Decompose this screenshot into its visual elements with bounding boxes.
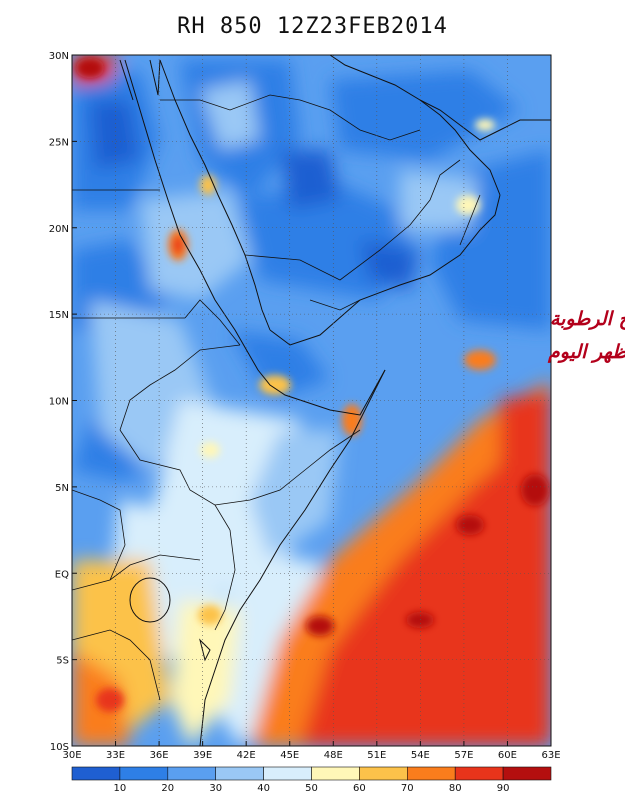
x-tick-label: 39E	[193, 750, 212, 761]
colorbar-swatch	[454, 766, 504, 781]
y-tick-label: 5N	[55, 483, 69, 494]
y-tick-label: 10N	[49, 397, 69, 408]
colorbar-swatch	[502, 766, 552, 781]
colorbar	[71, 766, 552, 781]
colorbar-swatch	[71, 766, 121, 781]
x-tick-label: 45E	[280, 750, 299, 761]
x-tick-label: 60E	[498, 750, 517, 761]
humidity-field	[72, 55, 551, 746]
colorbar-label: 90	[497, 783, 510, 794]
colorbar-label: 50	[305, 783, 318, 794]
x-tick-label: 54E	[411, 750, 430, 761]
x-tick-label: 36E	[150, 750, 169, 761]
x-tick-label: 51E	[367, 750, 386, 761]
colorbar-labels: 10 20 30 40 50 60 70 80 90	[114, 783, 510, 794]
y-tick-label: 15N	[49, 310, 69, 321]
colorbar-swatch	[119, 766, 169, 781]
x-tick-label: 57E	[454, 750, 473, 761]
colorbar-label: 30	[209, 783, 222, 794]
y-tick-label: 10S	[50, 742, 69, 753]
x-tick-label: 48E	[324, 750, 343, 761]
latitude-tick-labels: 30N 25N 20N 15N 10N 5N EQ 5S 10S	[49, 51, 77, 753]
y-tick-label: EQ	[55, 569, 69, 580]
y-tick-label: 5S	[56, 656, 69, 667]
longitude-tick-labels: 30E 33E 36E 39E 42E 45E 48E 51E 54E 57E 60E 63E	[62, 741, 561, 761]
overlay-text-line1: =تحديث الصباح الرطوبة	[550, 308, 625, 330]
colorbar-label: 40	[257, 783, 270, 794]
colorbar-swatch	[167, 766, 217, 781]
x-tick-label: 42E	[237, 750, 256, 761]
colorbar-label: 60	[353, 783, 366, 794]
x-tick-label: 33E	[106, 750, 125, 761]
map-title: RH 850 12Z23FEB2014	[177, 14, 448, 39]
colorbar-label: 10	[114, 783, 127, 794]
colorbar-swatch	[406, 766, 456, 781]
colorbar-swatch	[215, 766, 264, 781]
colorbar-label: 70	[401, 783, 414, 794]
colorbar-swatch	[263, 766, 312, 781]
colorbar-label: 80	[449, 783, 462, 794]
y-tick-label: 20N	[49, 224, 69, 235]
colorbar-swatch	[311, 766, 360, 781]
coastlines	[119, 55, 551, 746]
x-tick-label: 63E	[541, 750, 560, 761]
y-tick-label: 30N	[49, 51, 69, 62]
x-tick-label: 30E	[62, 750, 81, 761]
political-borders	[72, 94, 481, 701]
overlay-text-line2: لطبقة 850م ظهر اليوم	[547, 341, 625, 363]
colorbar-label: 20	[161, 783, 174, 794]
y-tick-label: 25N	[49, 137, 69, 148]
colorbar-swatch	[359, 766, 408, 781]
